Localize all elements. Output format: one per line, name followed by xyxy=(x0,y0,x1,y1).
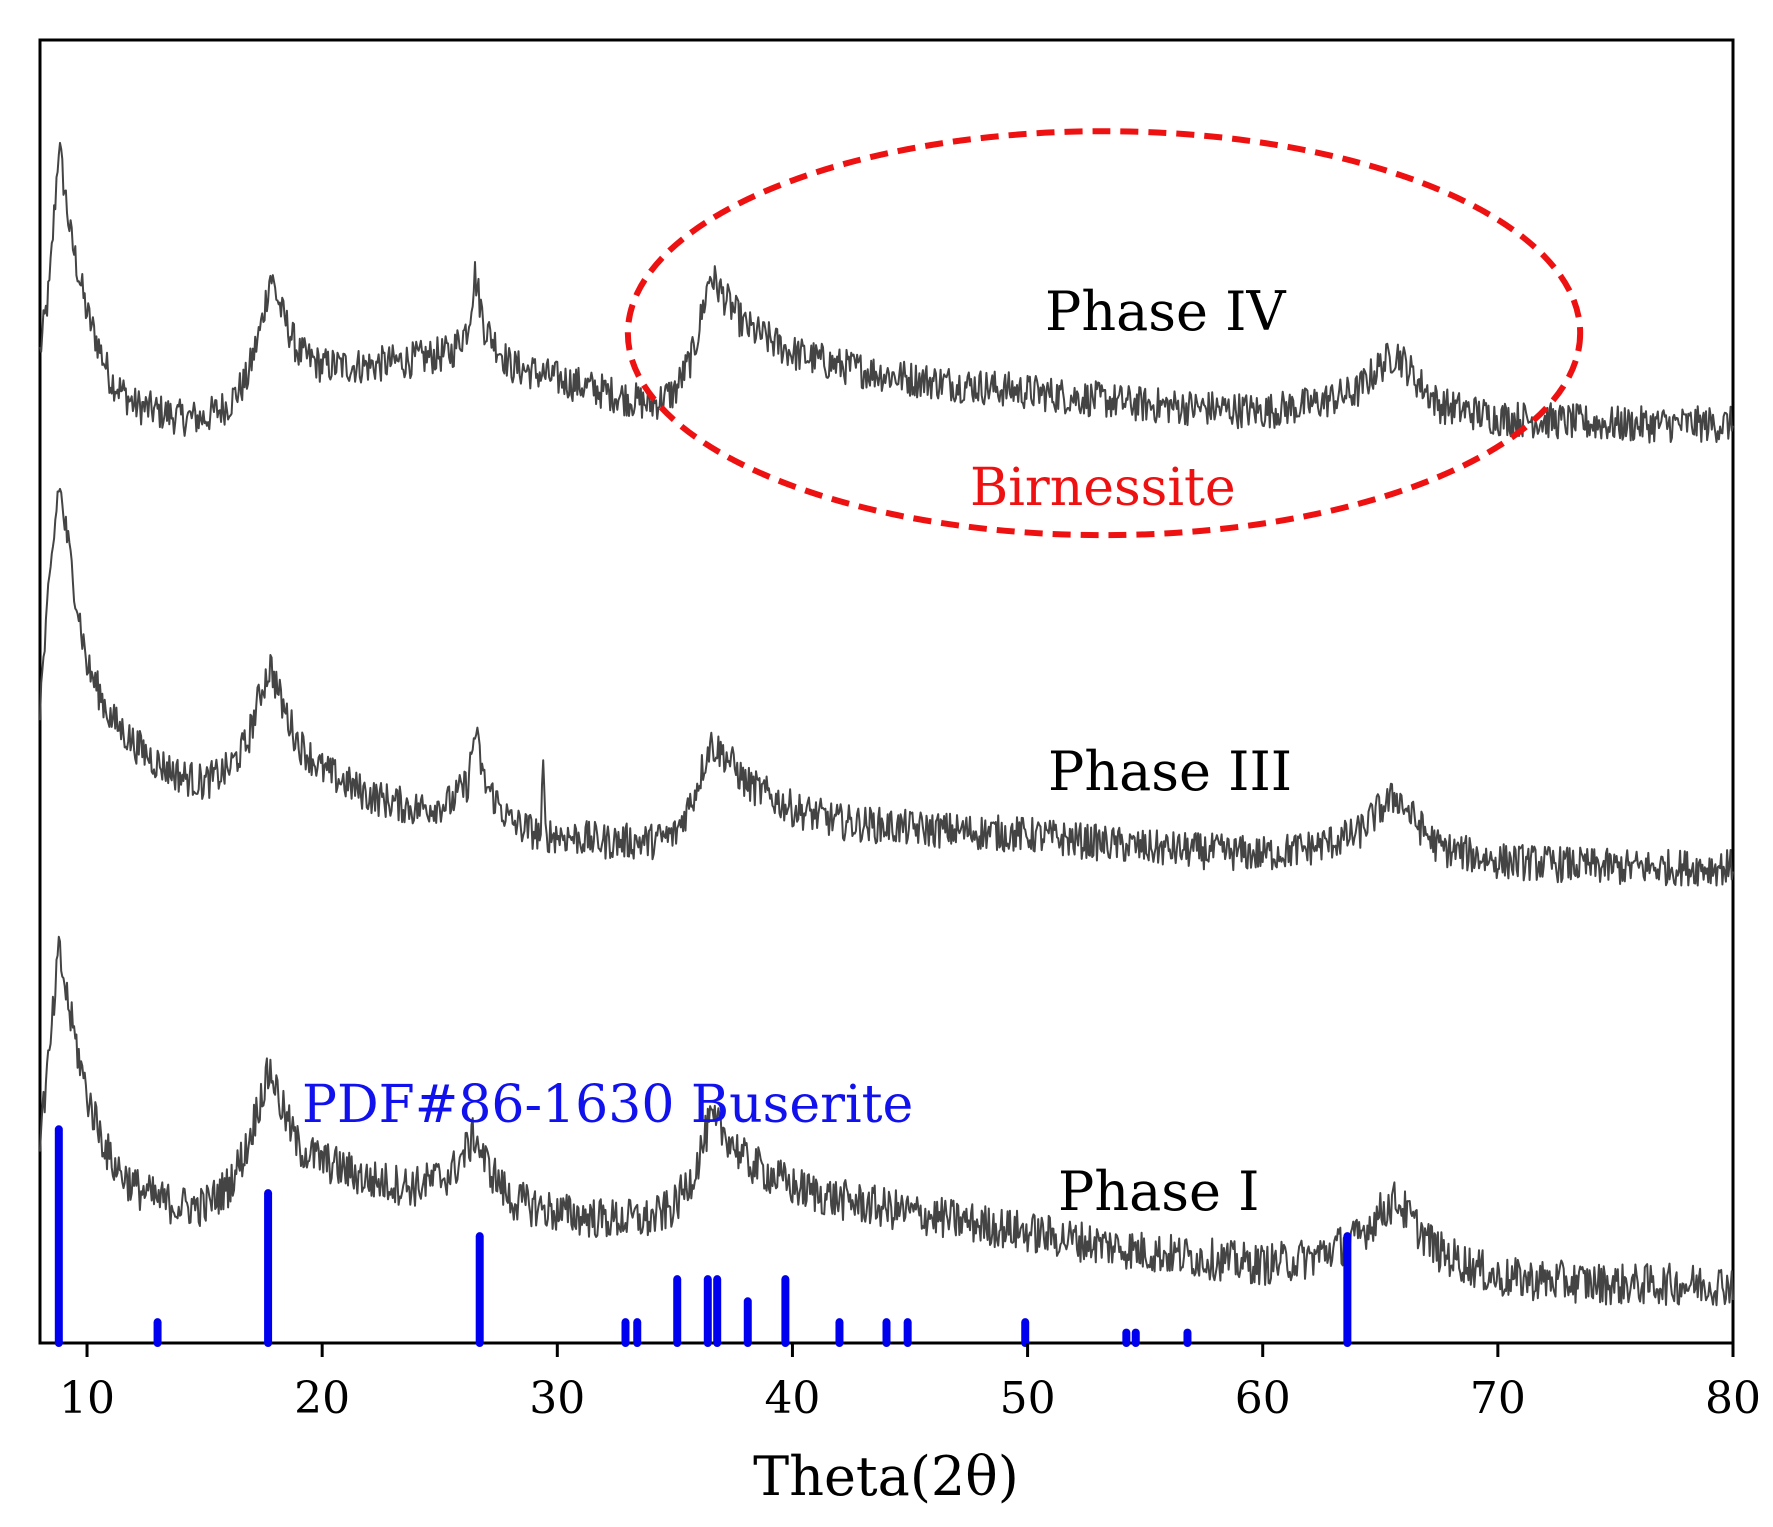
x-axis-title: Theta(2θ) xyxy=(753,1445,1019,1508)
birnessite-region-ellipse xyxy=(624,128,1584,539)
label-phase-i: Phase I xyxy=(1058,1160,1259,1223)
trace-phase-iv xyxy=(39,141,1734,444)
x-tick-label: 50 xyxy=(1000,1373,1056,1424)
label-birnessite: Birnessite xyxy=(970,458,1236,518)
reference-peak-group xyxy=(54,1125,1352,1347)
x-tick-label: 20 xyxy=(294,1373,350,1424)
x-tick-label: 70 xyxy=(1470,1373,1526,1424)
plot-frame xyxy=(38,38,1735,1345)
trace-phase-i xyxy=(39,935,1734,1307)
label-phase-iv: Phase IV xyxy=(1045,280,1286,343)
label-phase-iii: Phase III xyxy=(1048,740,1292,803)
x-axis-ticks: 10 20 30 40 50 60 70 80 xyxy=(59,1343,1761,1424)
x-tick-label: 40 xyxy=(764,1373,820,1424)
x-tick-label: 60 xyxy=(1235,1373,1291,1424)
x-tick-label: 80 xyxy=(1705,1373,1761,1424)
x-tick-label: 10 xyxy=(59,1373,115,1424)
trace-group xyxy=(39,141,1734,1307)
label-reference-buserite: PDF#86-1630 Buserite xyxy=(302,1075,913,1135)
x-tick-label: 30 xyxy=(529,1373,585,1424)
trace-phase-iii xyxy=(39,487,1734,887)
